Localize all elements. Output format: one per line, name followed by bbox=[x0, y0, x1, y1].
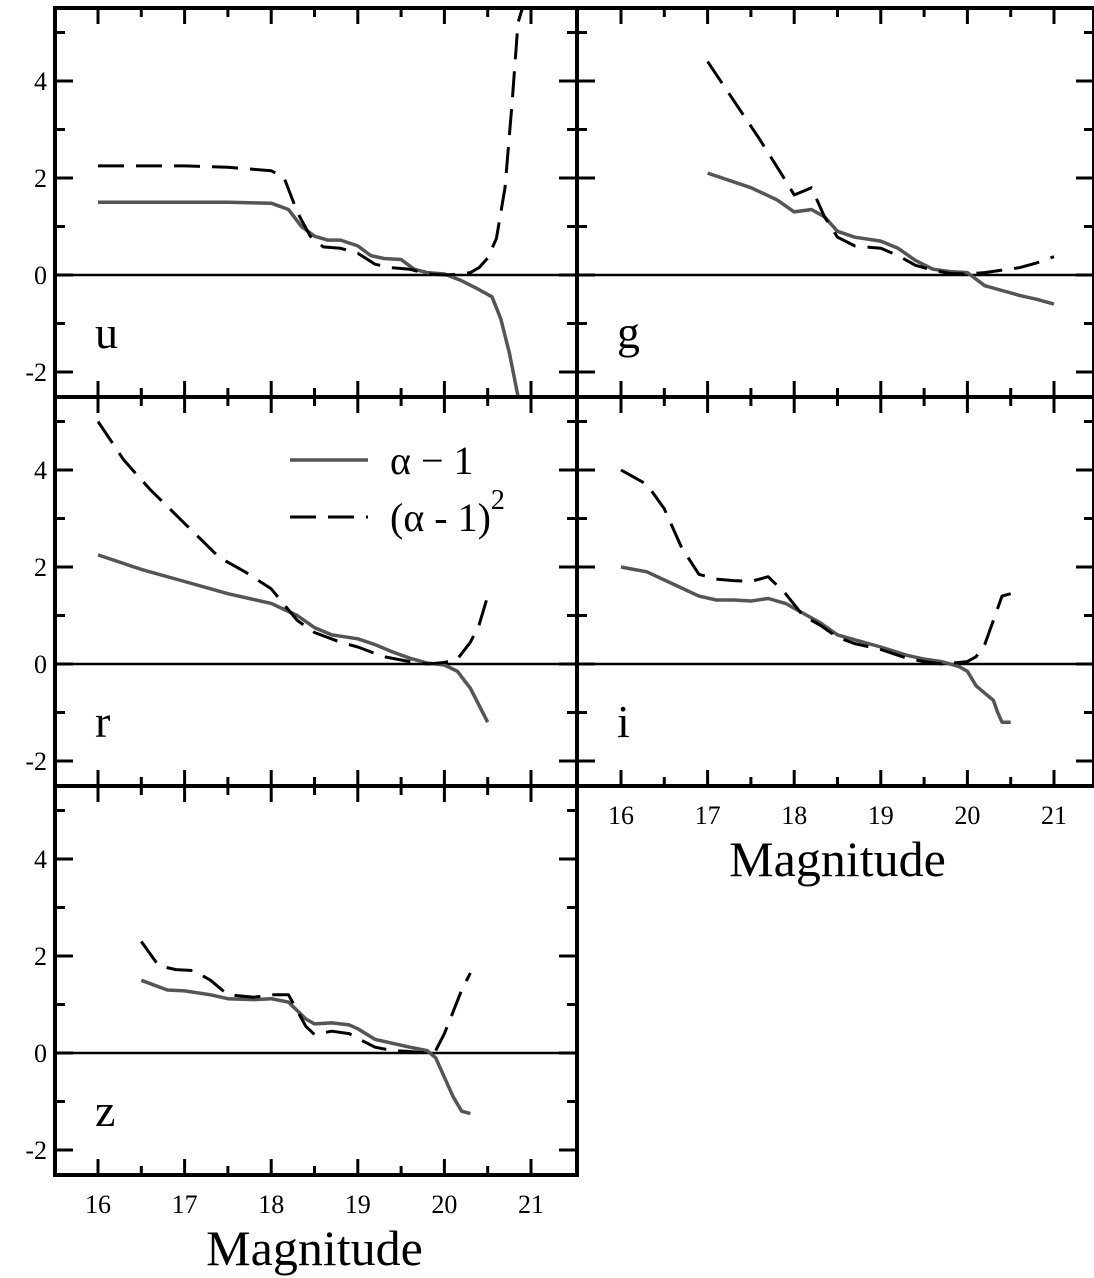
series-line-dashed bbox=[96, 420, 490, 666]
series-line-solid bbox=[97, 553, 490, 723]
y-tick-label: 4 bbox=[34, 67, 47, 96]
x-tick-label: 21 bbox=[1041, 801, 1067, 830]
legend-entry-label: α − 1 bbox=[390, 438, 474, 483]
x-tick-label: 18 bbox=[258, 1190, 284, 1219]
series-line-dashed bbox=[140, 940, 472, 1055]
panel-frame bbox=[53, 784, 579, 1177]
x-axis-label: Magnitude bbox=[729, 831, 946, 887]
series-line-solid bbox=[140, 978, 471, 1116]
y-tick-label: 2 bbox=[34, 942, 47, 971]
x-tick-label: 20 bbox=[431, 1190, 457, 1219]
y-tick-label: -2 bbox=[25, 1136, 47, 1165]
x-tick-label: 19 bbox=[345, 1190, 371, 1219]
panel-label: g bbox=[617, 307, 640, 358]
y-tick-label: -2 bbox=[25, 358, 47, 387]
x-axis-label: Magnitude bbox=[206, 1220, 423, 1276]
y-tick-label: 0 bbox=[34, 650, 47, 679]
panel-z: -2 0 2 4 16 17 18 19 20 21 Magnitude z bbox=[25, 784, 579, 1276]
y-tick-label: 2 bbox=[34, 553, 47, 582]
x-tick-label: 18 bbox=[781, 801, 807, 830]
x-tick-label: 20 bbox=[954, 801, 980, 830]
x-tick-label: 17 bbox=[695, 801, 721, 830]
series-line-solid bbox=[98, 200, 520, 397]
panel-label: i bbox=[617, 696, 630, 747]
series-line-dashed bbox=[706, 60, 1055, 276]
y-tick-label: -2 bbox=[25, 747, 47, 776]
legend-entry-label: (α - 1)2 bbox=[390, 485, 505, 540]
panel-r: -2 0 2 4 r α − 1(α - 1)2 bbox=[25, 395, 579, 788]
y-tick-label: 2 bbox=[34, 164, 47, 193]
x-tick-label: 21 bbox=[518, 1190, 544, 1219]
x-tick-label: 16 bbox=[85, 1190, 111, 1219]
panel-g: g bbox=[575, 6, 1094, 399]
x-tick-label: 19 bbox=[868, 801, 894, 830]
series-line-dashed bbox=[98, 8, 524, 277]
y-tick-label: 0 bbox=[34, 1039, 47, 1068]
panel-label: u bbox=[95, 307, 118, 358]
y-tick-label: 4 bbox=[34, 845, 47, 874]
panel-label: r bbox=[95, 696, 110, 747]
panel-frame bbox=[575, 395, 1094, 788]
series-line-solid bbox=[707, 171, 1055, 306]
series-line-dashed bbox=[620, 468, 1012, 666]
x-tick-label: 17 bbox=[172, 1190, 198, 1219]
panel-u: -2 0 2 4 u bbox=[25, 6, 579, 399]
panel-frame bbox=[575, 6, 1094, 399]
y-tick-label: 4 bbox=[34, 456, 47, 485]
panel-label: z bbox=[95, 1085, 115, 1136]
panel-i: 16 17 18 19 20 21 Magnitude i bbox=[575, 395, 1094, 887]
y-tick-label: 0 bbox=[34, 261, 47, 290]
panel-frame bbox=[53, 395, 579, 788]
x-tick-label: 16 bbox=[608, 801, 634, 830]
legend-superscript: 2 bbox=[491, 485, 505, 516]
series-line-solid bbox=[620, 565, 1011, 724]
